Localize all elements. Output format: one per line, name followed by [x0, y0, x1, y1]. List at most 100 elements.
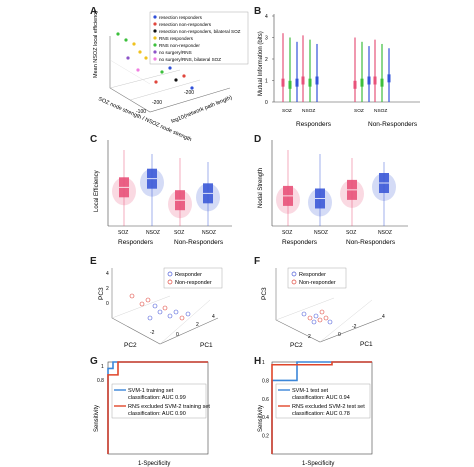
panel-a-x-label: log10(network path length) — [171, 95, 234, 125]
panel-a-legend-item: RNS non-responder — [153, 43, 200, 48]
legend-text: RNS responders — [159, 36, 194, 41]
scatter-point — [162, 305, 168, 311]
scatter-point — [182, 74, 186, 78]
panel-label-f: F — [254, 256, 261, 267]
legend-text: Responder — [175, 272, 202, 278]
box-mark — [380, 78, 384, 87]
category-label: NSOZ — [202, 230, 216, 236]
legend-marker — [153, 43, 157, 47]
panel-h-y-ticks: 1 0.8 0.6 0.4 0.2 — [262, 360, 269, 440]
category-label: NSOZ — [146, 230, 160, 236]
panel-f-tick: -2 — [352, 324, 357, 330]
legend-text: classification: AUC 0.99 — [128, 395, 186, 401]
scatter-point — [129, 293, 135, 299]
panel-f-3d-scatter: PC3 PC1 PC2 2 0 -2 4 Responder Non-respo… — [261, 267, 385, 349]
y-tick-label: 4 — [265, 14, 268, 20]
legend-marker — [291, 271, 297, 277]
legend-text: Responder — [299, 272, 326, 278]
scatter-point — [185, 311, 191, 317]
box-mark — [295, 78, 299, 87]
panel-a-legend-item: RNS responders — [153, 36, 194, 41]
category-label: SOZ — [174, 230, 184, 236]
panel-a-tick: -100 — [136, 109, 146, 115]
legend-marker — [167, 279, 173, 285]
panel-e-tick: -2 — [150, 330, 155, 336]
legend-text: Non-responder — [299, 280, 336, 286]
scatter-point — [136, 68, 140, 72]
y-tick-label: 0.6 — [262, 397, 269, 403]
scatter-point — [139, 301, 145, 307]
y-tick-label: 0.8 — [262, 378, 269, 384]
y-tick-label: 0 — [265, 100, 268, 106]
panel-g-y-tick: 1 — [101, 364, 104, 370]
panel-e-gridline — [159, 299, 211, 345]
panel-f-legend-item: Non-responder — [291, 279, 336, 286]
panel-e-tick: 0 — [106, 301, 109, 307]
panel-h-y-label: Sensitivity — [258, 405, 264, 432]
panel-label-h: H — [254, 356, 262, 367]
roc-curve — [107, 361, 208, 454]
panel-f-axis-frame — [275, 268, 383, 343]
panel-g-legend-box — [111, 383, 207, 419]
panel-g-y-tick: 0.8 — [97, 378, 104, 384]
panel-a-legend: resection responders resection non-respo… — [149, 11, 249, 65]
y-tick-label: 1 — [262, 360, 265, 366]
panel-e-tick: 4 — [212, 314, 215, 320]
panel-a-tick: -200 — [184, 90, 194, 96]
box-mark — [387, 74, 391, 83]
category-label: NSOZ — [302, 108, 315, 114]
scatter-point — [144, 56, 148, 60]
box-mark — [281, 78, 285, 87]
legend-text: resection non-responders, bilateral SOZ — [159, 29, 241, 34]
scatter-point — [313, 313, 319, 319]
panel-e-tick: 4 — [106, 271, 109, 277]
panel-e-legend-box — [163, 267, 223, 289]
legend-marker — [153, 29, 157, 33]
legend-text: classification: AUC 0.78 — [292, 411, 350, 417]
panel-label-b: B — [254, 6, 262, 17]
legend-marker — [153, 15, 157, 19]
panel-b-category-labels: SOZ NSOZ SOZ NSOZ — [282, 108, 387, 114]
box-mark — [308, 78, 312, 87]
y-tick-label: 2 — [265, 57, 268, 63]
box-mark — [367, 76, 371, 85]
panel-h-legend-box — [275, 383, 371, 419]
category-label: NSOZ — [374, 108, 387, 114]
legend-text: classification: AUC 0.94 — [292, 395, 350, 401]
panel-f-gridline — [319, 299, 373, 343]
scatter-point — [167, 313, 173, 319]
category-label: SOZ — [282, 108, 292, 114]
panel-e-legend-item: Non-responder — [167, 279, 212, 286]
panel-e-tick: 2 — [106, 286, 109, 292]
panel-e-axis-frame — [111, 268, 219, 345]
panel-d-group-label: Non-Responders — [346, 239, 396, 246]
category-label: SOZ — [346, 230, 356, 236]
panel-e-legend-item: Responder — [167, 271, 202, 278]
scatter-point — [301, 311, 307, 317]
panel-c-category-labels: SOZ NSOZ SOZ NSOZ — [118, 230, 216, 236]
category-label: NSOZ — [378, 230, 392, 236]
category-label: NSOZ — [314, 230, 328, 236]
box-mark — [301, 76, 305, 85]
panel-b-y-ticks: 0 1 2 3 4 — [265, 14, 274, 106]
panel-f-gridline — [275, 297, 335, 321]
legend-text: RNS non-responder — [159, 43, 200, 48]
legend-text: SVM-1 training set — [128, 388, 174, 394]
panel-f-points — [301, 309, 333, 325]
panel-d-category-labels: SOZ NSOZ SOZ NSOZ — [282, 230, 392, 236]
y-tick-label: 0.2 — [262, 434, 269, 440]
category-label: SOZ — [354, 108, 364, 114]
panel-c-group-label: Responders — [118, 239, 154, 246]
legend-text: resection non-responders — [159, 22, 212, 27]
panel-f-z-label: PC3 — [261, 287, 268, 300]
panel-a-legend-box — [149, 11, 249, 65]
panel-a-legend-item: resection non-responders — [153, 22, 212, 27]
panel-e-z-label: PC3 — [98, 287, 105, 300]
roc-curve — [271, 361, 372, 454]
panel-f-x-label: PC1 — [360, 341, 373, 348]
scatter-point — [311, 319, 317, 325]
panel-h-x-label: 1-Specificity — [302, 461, 334, 467]
legend-text: resection responders — [159, 15, 203, 20]
